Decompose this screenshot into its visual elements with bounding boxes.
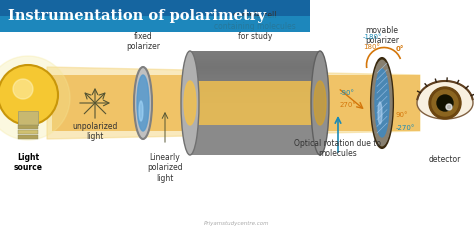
FancyBboxPatch shape — [190, 72, 320, 73]
FancyBboxPatch shape — [190, 101, 320, 102]
FancyBboxPatch shape — [190, 100, 320, 101]
Text: Priyamstudycentre.com: Priyamstudycentre.com — [204, 222, 270, 227]
FancyBboxPatch shape — [190, 53, 320, 54]
FancyBboxPatch shape — [190, 97, 320, 98]
Text: Light
source: Light source — [13, 153, 43, 173]
FancyBboxPatch shape — [190, 87, 320, 88]
FancyBboxPatch shape — [190, 68, 320, 69]
FancyBboxPatch shape — [190, 76, 320, 77]
Ellipse shape — [371, 58, 393, 148]
FancyBboxPatch shape — [18, 135, 38, 139]
FancyBboxPatch shape — [190, 55, 320, 56]
FancyBboxPatch shape — [190, 78, 320, 79]
FancyBboxPatch shape — [190, 69, 320, 70]
FancyBboxPatch shape — [190, 81, 320, 125]
FancyBboxPatch shape — [52, 75, 420, 131]
FancyBboxPatch shape — [190, 73, 320, 74]
Text: -180°: -180° — [362, 34, 382, 40]
FancyBboxPatch shape — [190, 60, 320, 61]
FancyBboxPatch shape — [190, 88, 320, 89]
FancyBboxPatch shape — [190, 51, 320, 52]
FancyBboxPatch shape — [190, 64, 320, 65]
Text: sample cell
containing molecules
for study: sample cell containing molecules for stu… — [214, 11, 296, 41]
FancyBboxPatch shape — [190, 54, 320, 55]
FancyBboxPatch shape — [190, 65, 320, 66]
FancyBboxPatch shape — [190, 80, 320, 81]
Circle shape — [429, 87, 461, 119]
FancyBboxPatch shape — [190, 71, 320, 72]
FancyBboxPatch shape — [190, 84, 320, 85]
Ellipse shape — [137, 75, 149, 131]
FancyBboxPatch shape — [0, 0, 310, 32]
FancyBboxPatch shape — [190, 52, 320, 53]
Text: 90°: 90° — [396, 112, 409, 118]
Text: Linearly
polarized
light: Linearly polarized light — [147, 153, 183, 183]
Ellipse shape — [184, 81, 196, 125]
FancyBboxPatch shape — [190, 77, 320, 78]
Text: 0°: 0° — [396, 46, 404, 52]
FancyBboxPatch shape — [190, 74, 320, 75]
Circle shape — [437, 95, 453, 111]
FancyBboxPatch shape — [190, 90, 320, 91]
FancyBboxPatch shape — [190, 85, 320, 86]
Polygon shape — [47, 67, 420, 139]
Circle shape — [0, 56, 70, 140]
FancyBboxPatch shape — [190, 98, 320, 99]
Ellipse shape — [311, 51, 329, 155]
Text: fixed
polarizer: fixed polarizer — [126, 32, 160, 51]
FancyBboxPatch shape — [190, 61, 320, 62]
FancyBboxPatch shape — [190, 96, 320, 97]
Text: -270°: -270° — [396, 125, 415, 131]
FancyBboxPatch shape — [190, 58, 320, 59]
FancyBboxPatch shape — [190, 92, 320, 93]
FancyBboxPatch shape — [190, 102, 320, 103]
FancyBboxPatch shape — [190, 66, 320, 67]
FancyBboxPatch shape — [190, 83, 320, 84]
Polygon shape — [417, 81, 473, 119]
FancyBboxPatch shape — [190, 75, 320, 76]
FancyBboxPatch shape — [18, 125, 38, 129]
Ellipse shape — [139, 101, 143, 121]
Text: 270°: 270° — [340, 102, 357, 108]
Text: movable
polarizer: movable polarizer — [365, 25, 399, 45]
FancyBboxPatch shape — [190, 51, 320, 155]
FancyBboxPatch shape — [0, 16, 310, 32]
Text: Optical rotation due to
molecules: Optical rotation due to molecules — [294, 139, 382, 158]
Text: -90°: -90° — [340, 90, 355, 96]
FancyBboxPatch shape — [190, 95, 320, 96]
FancyBboxPatch shape — [190, 86, 320, 87]
Circle shape — [13, 79, 33, 99]
FancyBboxPatch shape — [190, 67, 320, 68]
Ellipse shape — [378, 102, 382, 124]
FancyBboxPatch shape — [190, 70, 320, 71]
Ellipse shape — [375, 69, 389, 137]
FancyBboxPatch shape — [190, 94, 320, 95]
FancyBboxPatch shape — [190, 99, 320, 100]
FancyBboxPatch shape — [190, 81, 320, 82]
Circle shape — [0, 65, 58, 125]
FancyBboxPatch shape — [190, 56, 320, 57]
Text: Instrumentation of polarimetry: Instrumentation of polarimetry — [8, 9, 266, 23]
FancyBboxPatch shape — [190, 59, 320, 60]
FancyBboxPatch shape — [18, 130, 38, 134]
Circle shape — [432, 90, 458, 116]
Ellipse shape — [134, 67, 152, 139]
FancyBboxPatch shape — [190, 62, 320, 63]
Text: 180°: 180° — [364, 44, 381, 50]
Circle shape — [446, 104, 452, 110]
FancyBboxPatch shape — [190, 79, 320, 80]
Text: unpolarized
light: unpolarized light — [73, 122, 118, 141]
Ellipse shape — [181, 51, 199, 155]
Text: detector: detector — [429, 155, 461, 164]
FancyBboxPatch shape — [190, 57, 320, 58]
FancyBboxPatch shape — [190, 82, 320, 83]
FancyBboxPatch shape — [190, 93, 320, 94]
FancyBboxPatch shape — [18, 111, 38, 125]
Ellipse shape — [372, 60, 392, 146]
Ellipse shape — [314, 81, 326, 125]
FancyBboxPatch shape — [190, 91, 320, 92]
FancyBboxPatch shape — [190, 89, 320, 90]
FancyBboxPatch shape — [190, 63, 320, 64]
